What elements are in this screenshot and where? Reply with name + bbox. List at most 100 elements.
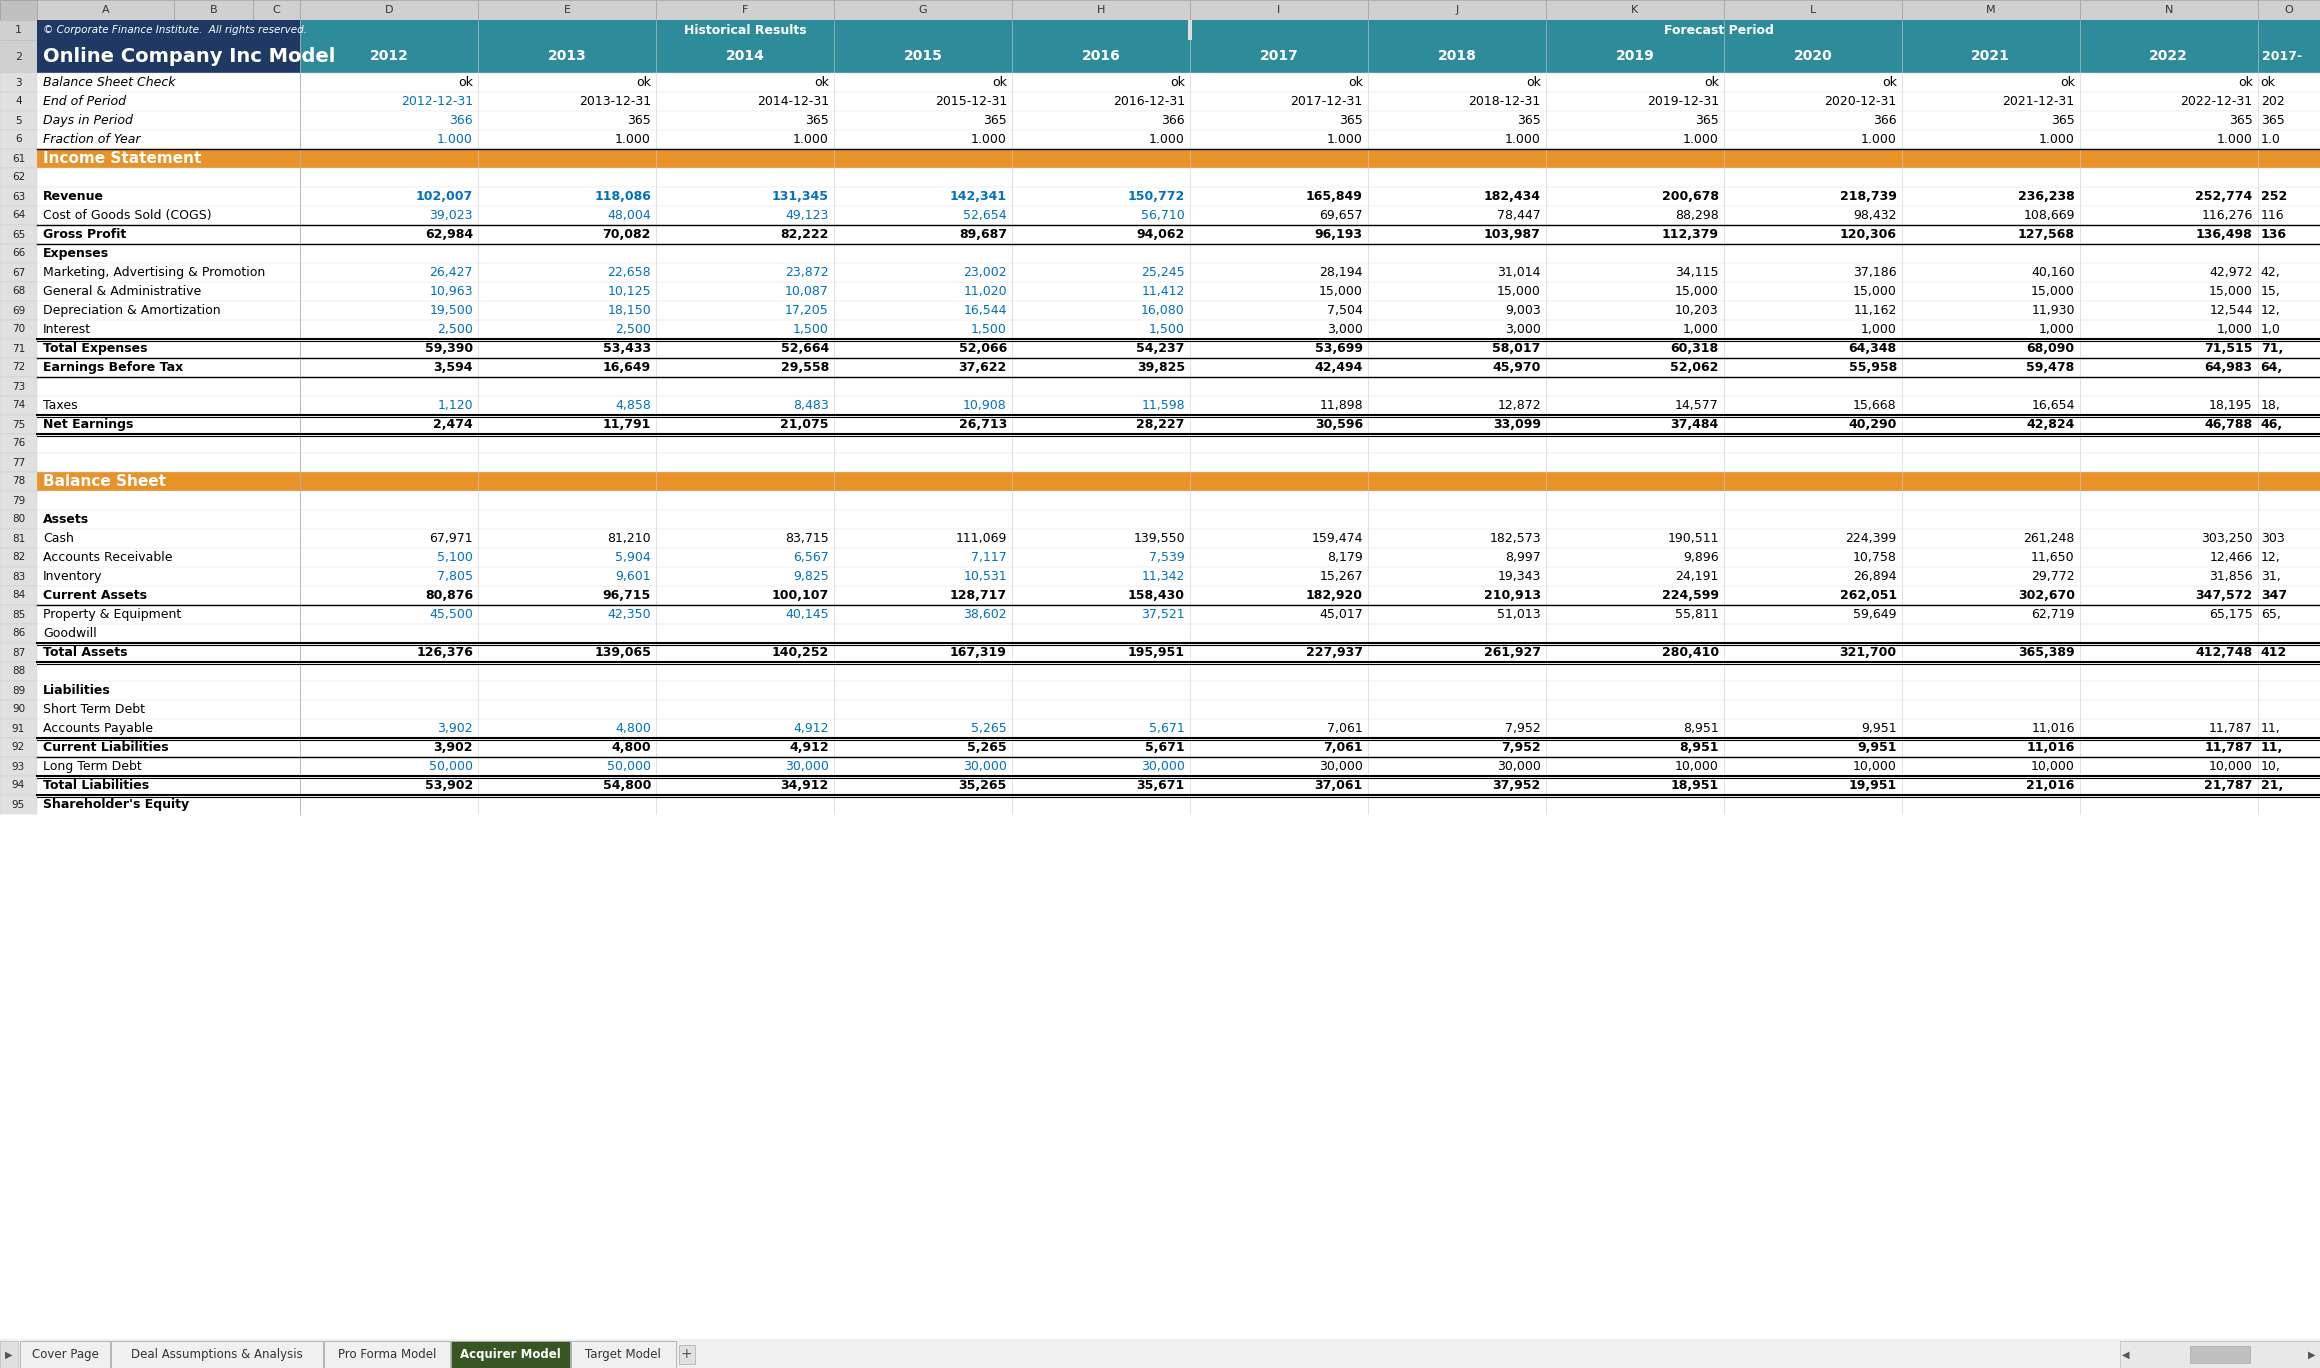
Text: 25,245: 25,245 — [1141, 265, 1186, 279]
Text: 139,550: 139,550 — [1132, 532, 1186, 544]
Text: 35,265: 35,265 — [958, 778, 1007, 792]
Bar — [0, 378, 37, 395]
Text: 11,412: 11,412 — [1141, 285, 1186, 298]
Bar — [299, 40, 478, 73]
Text: 21,016: 21,016 — [2025, 778, 2074, 792]
Text: 65,175: 65,175 — [2209, 607, 2253, 621]
Bar — [0, 168, 2320, 187]
Bar — [37, 21, 299, 40]
Text: 126,376: 126,376 — [415, 646, 473, 659]
Text: 3,000: 3,000 — [1506, 323, 1540, 337]
Text: 15,668: 15,668 — [1854, 399, 1898, 412]
Text: 75: 75 — [12, 420, 26, 430]
Text: 82: 82 — [12, 553, 26, 562]
Bar — [0, 73, 2320, 92]
Text: 261,927: 261,927 — [1485, 646, 1540, 659]
Bar — [37, 0, 174, 21]
Text: 61: 61 — [12, 153, 26, 164]
Text: 37,186: 37,186 — [1854, 265, 1898, 279]
Text: 80: 80 — [12, 514, 26, 524]
Text: 83: 83 — [12, 572, 26, 581]
Bar — [0, 92, 37, 111]
Text: 224,599: 224,599 — [1661, 590, 1719, 602]
Text: 28,227: 28,227 — [1137, 419, 1186, 431]
Bar — [0, 757, 37, 776]
Bar — [0, 776, 2320, 795]
Text: 72: 72 — [12, 363, 26, 372]
Text: 23,002: 23,002 — [963, 265, 1007, 279]
Text: 8,483: 8,483 — [793, 399, 828, 412]
Bar — [0, 111, 2320, 130]
Text: 365: 365 — [805, 114, 828, 127]
Text: 46,788: 46,788 — [2204, 419, 2253, 431]
Text: 2019: 2019 — [1615, 49, 1654, 63]
Bar — [571, 1341, 675, 1368]
Text: 34,115: 34,115 — [1675, 265, 1719, 279]
Text: 103,987: 103,987 — [1485, 228, 1540, 241]
Text: 60,318: 60,318 — [1670, 342, 1719, 356]
Text: 3,902: 3,902 — [434, 741, 473, 754]
Text: Fraction of Year: Fraction of Year — [44, 133, 142, 146]
Text: 150,772: 150,772 — [1128, 190, 1186, 202]
Text: Gross Profit: Gross Profit — [44, 228, 125, 241]
Text: 73: 73 — [12, 382, 26, 391]
Text: 19,951: 19,951 — [1849, 778, 1898, 792]
Text: H: H — [1097, 5, 1104, 15]
Text: 39,023: 39,023 — [429, 209, 473, 222]
Text: 127,568: 127,568 — [2018, 228, 2074, 241]
Bar — [478, 40, 657, 73]
Text: 10,000: 10,000 — [2030, 761, 2074, 773]
Bar — [2257, 40, 2320, 73]
Text: +: + — [680, 1347, 691, 1361]
Bar — [677, 1345, 694, 1364]
Text: 2014-12-31: 2014-12-31 — [756, 94, 828, 108]
Bar — [0, 244, 37, 263]
Text: 15,: 15, — [2260, 285, 2281, 298]
Text: 11,162: 11,162 — [1854, 304, 1898, 317]
Text: Cover Page: Cover Page — [32, 1347, 97, 1361]
Bar — [0, 415, 2320, 434]
Text: 11,898: 11,898 — [1320, 399, 1362, 412]
Bar — [0, 700, 2320, 720]
Text: 16,544: 16,544 — [963, 304, 1007, 317]
Text: 1,500: 1,500 — [972, 323, 1007, 337]
Text: 29,558: 29,558 — [780, 361, 828, 373]
Text: 11,020: 11,020 — [963, 285, 1007, 298]
Text: 15,267: 15,267 — [1320, 570, 1362, 583]
Text: 120,306: 120,306 — [1840, 228, 1898, 241]
Bar — [0, 339, 2320, 358]
Text: 34,912: 34,912 — [780, 778, 828, 792]
Text: 347: 347 — [2260, 590, 2288, 602]
Text: 7,539: 7,539 — [1148, 551, 1186, 564]
Text: 3,902: 3,902 — [438, 722, 473, 735]
Text: 7,952: 7,952 — [1501, 741, 1540, 754]
Bar — [0, 662, 2320, 681]
Text: 9,951: 9,951 — [1858, 741, 1898, 754]
Text: ▶: ▶ — [5, 1349, 12, 1360]
Text: 45,500: 45,500 — [429, 607, 473, 621]
Bar — [1190, 21, 2320, 40]
Bar — [37, 40, 299, 73]
Bar — [0, 757, 2320, 776]
Bar — [0, 149, 2320, 168]
Text: 74: 74 — [12, 401, 26, 410]
Bar — [0, 681, 2320, 700]
Text: 139,065: 139,065 — [594, 646, 652, 659]
Text: 71: 71 — [12, 343, 26, 353]
Text: 2: 2 — [14, 52, 23, 62]
Text: 11,016: 11,016 — [2025, 741, 2074, 754]
Bar — [0, 263, 37, 282]
Bar — [174, 0, 253, 21]
Bar — [0, 301, 2320, 320]
Text: 68,090: 68,090 — [2028, 342, 2074, 356]
Text: 1,000: 1,000 — [1682, 323, 1719, 337]
Text: Current Assets: Current Assets — [44, 590, 146, 602]
Text: 165,849: 165,849 — [1306, 190, 1362, 202]
Text: 31,: 31, — [2260, 570, 2281, 583]
Text: 1.000: 1.000 — [2218, 133, 2253, 146]
Text: 1,500: 1,500 — [1148, 323, 1186, 337]
Text: 365: 365 — [626, 114, 652, 127]
Bar — [1188, 21, 1192, 40]
Text: 2012: 2012 — [369, 49, 408, 63]
Text: 68: 68 — [12, 286, 26, 297]
